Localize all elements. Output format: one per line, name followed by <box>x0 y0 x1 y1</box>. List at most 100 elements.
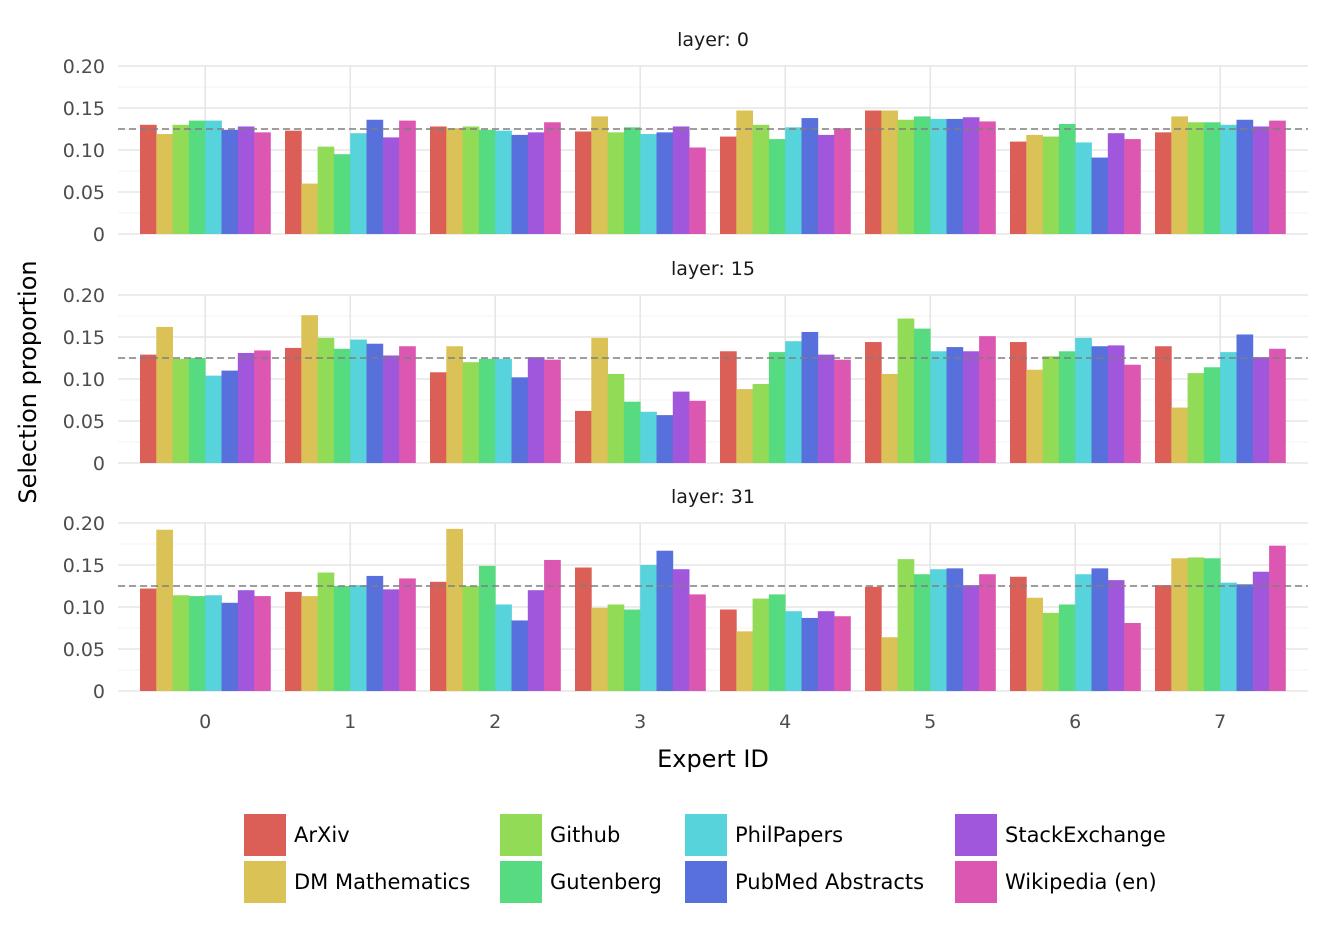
bar <box>834 359 851 463</box>
bar <box>656 550 674 691</box>
bar <box>930 118 947 234</box>
bar <box>188 120 206 234</box>
bar <box>897 559 915 691</box>
bar <box>1203 367 1221 463</box>
bar <box>656 132 674 234</box>
panels: 0 0.05 0.10 0.15 0.20 layer: 0 0 0.05 0.10 0.15 0.… <box>63 29 1308 703</box>
bar <box>672 391 690 463</box>
bar <box>623 609 641 691</box>
bar <box>1220 124 1237 234</box>
bar <box>591 116 608 234</box>
y-tick-label: 0 <box>93 453 105 475</box>
bar <box>623 401 641 463</box>
legend-label: ArXiv <box>294 823 350 847</box>
bar <box>221 129 239 234</box>
bar <box>752 598 770 691</box>
bar <box>350 133 367 234</box>
bar <box>817 134 835 234</box>
bar <box>1252 571 1270 691</box>
bar <box>544 359 561 463</box>
bar <box>930 569 947 691</box>
bar <box>333 586 351 691</box>
bar <box>221 370 239 463</box>
bar <box>1187 373 1205 463</box>
bar <box>446 528 463 691</box>
bar <box>672 569 690 691</box>
bar <box>1042 356 1060 463</box>
bar <box>495 130 512 234</box>
bar <box>156 529 173 691</box>
legend-item: ArXiv <box>244 814 350 856</box>
bar <box>237 352 255 463</box>
bar <box>254 596 271 691</box>
panel-title: layer: 0 <box>677 29 749 51</box>
bar <box>801 118 819 234</box>
bar <box>478 358 496 463</box>
bar <box>1091 568 1109 691</box>
bar <box>979 336 996 463</box>
bar <box>1269 120 1286 234</box>
bar <box>1187 122 1205 234</box>
bar <box>511 134 529 234</box>
bar <box>301 315 318 463</box>
bar <box>156 134 173 234</box>
bar <box>607 132 625 234</box>
bar <box>285 591 302 691</box>
bar <box>1252 126 1270 234</box>
y-tick-label: 0.15 <box>63 327 105 349</box>
bar <box>720 351 737 463</box>
panel-title: layer: 15 <box>671 258 755 280</box>
bar <box>544 559 561 691</box>
bar <box>462 362 480 463</box>
bar <box>736 631 753 691</box>
legend-swatch <box>500 814 542 856</box>
bar <box>1220 582 1237 691</box>
bar <box>640 134 657 234</box>
bar <box>285 130 302 234</box>
bar <box>205 595 222 691</box>
bar <box>544 122 561 234</box>
x-tick-label: 6 <box>1069 711 1081 733</box>
y-tick-label: 0.10 <box>63 369 105 391</box>
bar <box>752 384 770 463</box>
legend-item: Github <box>500 814 620 856</box>
bar <box>333 348 351 463</box>
bar <box>736 389 753 463</box>
bar <box>1042 136 1060 234</box>
x-tick-label: 1 <box>344 711 356 733</box>
bar <box>1203 558 1221 691</box>
bar <box>140 354 157 463</box>
bar <box>254 132 271 234</box>
bar <box>478 565 496 691</box>
bar <box>1026 134 1043 234</box>
bar <box>801 617 819 691</box>
bar <box>1026 369 1043 463</box>
bar <box>237 590 255 691</box>
bar <box>366 343 384 463</box>
bar <box>205 375 222 463</box>
y-tick-label: 0 <box>93 681 105 703</box>
bar <box>446 128 463 234</box>
bar <box>446 346 463 463</box>
x-tick-label: 3 <box>634 711 646 733</box>
bar <box>237 126 255 234</box>
bar <box>689 400 706 463</box>
bar <box>817 354 835 463</box>
bar <box>1058 604 1076 691</box>
panel: 0 0.05 0.10 0.15 0.20 layer: 31 <box>63 486 1308 703</box>
y-tick-label: 0 <box>93 224 105 246</box>
bar <box>834 616 851 691</box>
bar <box>913 328 931 463</box>
bar <box>736 110 753 234</box>
bar <box>575 567 592 691</box>
bar <box>962 117 980 234</box>
bar <box>785 127 802 234</box>
bar <box>930 351 947 463</box>
bar <box>1042 612 1060 691</box>
bar <box>382 137 400 234</box>
bar <box>1171 116 1188 234</box>
bar <box>285 347 302 463</box>
bar <box>1058 351 1076 463</box>
bar <box>768 594 786 691</box>
